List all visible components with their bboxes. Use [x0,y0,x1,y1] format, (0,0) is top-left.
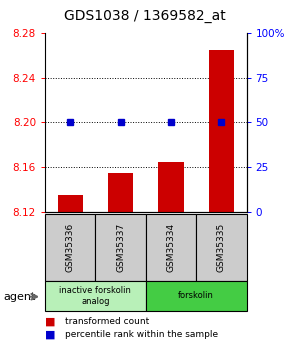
Text: ■: ■ [45,317,55,326]
Text: GSM35337: GSM35337 [116,223,125,272]
Bar [45,281,146,310]
Bar [158,162,184,212]
Bar [45,214,95,281]
Text: GDS1038 / 1369582_at: GDS1038 / 1369582_at [64,9,226,22]
Bar [95,214,146,281]
Text: percentile rank within the sample: percentile rank within the sample [65,330,218,339]
Text: forskolin: forskolin [178,291,214,300]
Text: GSM35336: GSM35336 [66,223,75,272]
Text: GSM35334: GSM35334 [166,223,175,272]
Bar [209,50,234,212]
Text: ■: ■ [45,330,55,339]
Text: transformed count: transformed count [65,317,150,326]
Text: agent: agent [3,292,35,302]
Bar [196,214,246,281]
Bar [57,195,83,212]
Bar [146,281,246,310]
Text: GSM35335: GSM35335 [217,223,226,272]
Text: inactive forskolin
analog: inactive forskolin analog [59,286,131,306]
Bar [108,173,133,212]
Bar [146,214,196,281]
